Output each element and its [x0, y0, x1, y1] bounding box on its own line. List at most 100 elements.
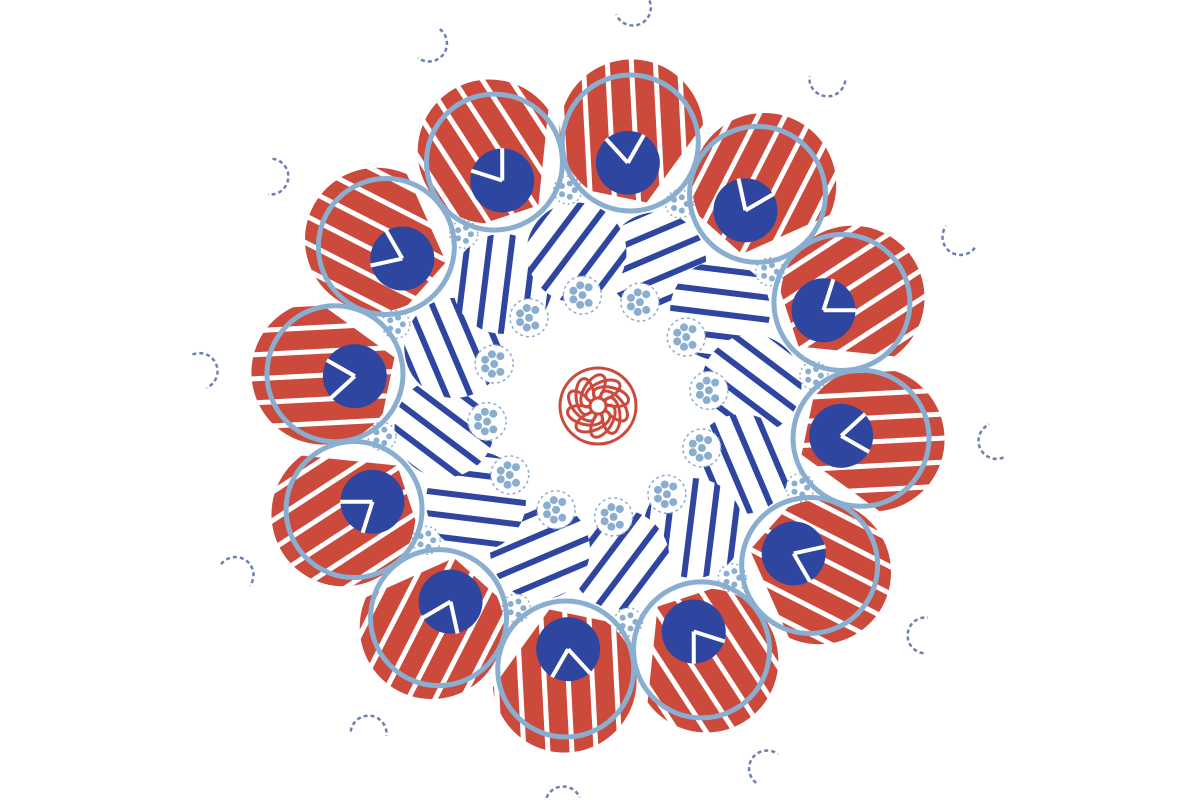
connector-dot	[455, 227, 462, 234]
dashed-arc	[191, 351, 219, 389]
medallion-dot	[680, 342, 689, 351]
medallion-dot	[695, 434, 704, 443]
dashed-arc	[349, 714, 388, 737]
dotted-medallion	[562, 275, 603, 315]
rosette-core	[588, 396, 608, 416]
medallion-dot	[552, 505, 561, 514]
medallion-dot	[549, 515, 558, 524]
connector-dot	[627, 612, 634, 619]
wedge-cut	[370, 256, 403, 268]
medallion-dot	[474, 421, 483, 430]
medallion-dot	[695, 453, 704, 462]
medallion-dot	[607, 522, 616, 531]
connector-dot	[799, 478, 806, 485]
medallion-dot	[642, 290, 651, 299]
medallion-dot	[702, 396, 711, 405]
medallion-dot	[633, 307, 642, 316]
navy-striped-disc	[701, 334, 802, 435]
wedge-cut	[550, 648, 570, 679]
medallion-dot	[688, 439, 697, 448]
connector-dot	[678, 207, 685, 214]
medallion-dot	[516, 318, 525, 327]
dashed-arc	[941, 225, 976, 257]
navy-wedge-disc	[370, 226, 435, 291]
wedge-cut	[329, 374, 357, 400]
connector-dot	[804, 484, 811, 491]
connector-dot	[381, 426, 388, 433]
medallion-dot	[688, 448, 697, 457]
wedge-cut	[691, 631, 696, 664]
navy-striped-disc	[526, 202, 627, 303]
medallion-dot	[600, 508, 609, 517]
medallion-dot	[711, 394, 720, 403]
medallion-dot	[543, 510, 552, 519]
connector-dot	[520, 605, 527, 612]
medallion-dot	[576, 281, 585, 290]
connector-dot	[678, 194, 685, 201]
connector-dot	[395, 327, 402, 334]
outline-ring	[368, 547, 510, 689]
medallion-dot	[688, 340, 697, 349]
rosette-petal	[584, 378, 622, 404]
dotted-medallion	[509, 297, 549, 338]
medallion-dot	[682, 333, 691, 342]
navy-wedge-disc	[595, 130, 660, 195]
connector-dot	[462, 237, 469, 244]
medallion-dot	[525, 313, 534, 322]
medallion-dot	[626, 302, 635, 311]
connector-dot	[768, 275, 775, 282]
medallion-dot	[615, 505, 624, 514]
center-rosette	[558, 366, 638, 446]
wedge-cut	[744, 192, 775, 213]
wedge-cut	[626, 133, 646, 164]
medallion-dot	[496, 352, 505, 361]
layer-outline-rings	[264, 72, 932, 740]
connector-dot	[731, 581, 738, 588]
medallion-dot	[669, 482, 678, 491]
navy-wedge-disc	[713, 178, 778, 243]
connector-dot	[627, 625, 634, 632]
medallion-dot	[480, 427, 489, 436]
medallion-dot	[635, 298, 644, 307]
dotted-medallion	[647, 474, 687, 515]
navy-wedge-disc	[418, 569, 483, 634]
dashed-arc	[615, 0, 653, 27]
connector-dot	[455, 235, 462, 242]
medallion-dot	[680, 323, 689, 332]
wedge-cut	[470, 168, 503, 183]
outline-ring	[315, 176, 457, 318]
navy-wedge-disc	[661, 599, 726, 664]
connector-dot	[386, 433, 393, 440]
navy-wedge-disc	[322, 344, 387, 409]
wedge-cut	[500, 148, 505, 181]
medallion-dot	[503, 461, 512, 470]
dashed-arc	[747, 749, 779, 784]
medallion-dot	[474, 413, 483, 422]
red-disc-body	[492, 609, 637, 753]
medallion-dot	[653, 494, 662, 503]
medallion-dot	[505, 470, 514, 479]
red-disc-body	[251, 300, 395, 445]
medallion-dot	[481, 364, 490, 373]
navy-wedge-disc	[761, 521, 826, 586]
wedge-cut	[604, 137, 630, 165]
medallion-dot	[496, 475, 505, 484]
medallion-dot	[511, 478, 520, 487]
wedge-cut	[793, 544, 826, 556]
medallion-dot	[702, 376, 711, 385]
navy-striped-disc	[394, 377, 495, 478]
medallion-dot	[600, 517, 609, 526]
red-disc-body	[559, 59, 704, 203]
connector-dot	[731, 568, 738, 575]
connector-dot	[619, 614, 626, 621]
dashed-arc	[220, 555, 255, 587]
connector-dot	[566, 193, 573, 200]
layer-navy-wedge-discs	[322, 130, 874, 682]
medallion-dot	[607, 503, 616, 512]
medallion-dot	[543, 501, 552, 510]
red-striped-disc	[801, 367, 945, 512]
dashed-arc	[544, 785, 581, 800]
wedge-cut	[821, 278, 836, 311]
medallion-dot	[584, 298, 593, 307]
